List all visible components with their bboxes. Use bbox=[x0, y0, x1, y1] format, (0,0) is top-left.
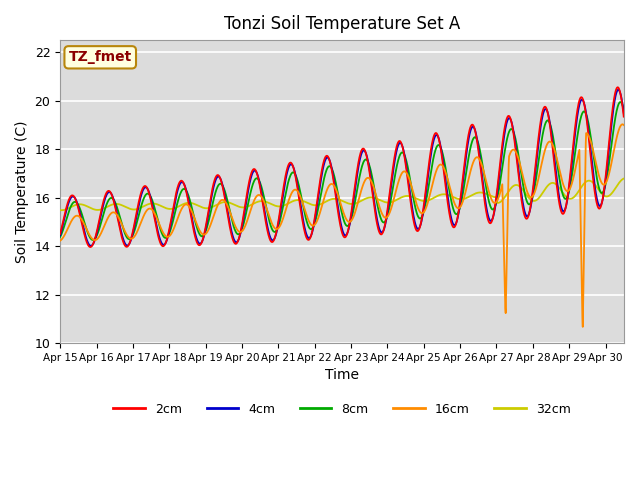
32cm bbox=[307, 202, 315, 207]
16cm bbox=[579, 324, 587, 330]
32cm bbox=[124, 205, 131, 211]
2cm bbox=[614, 84, 621, 90]
X-axis label: Time: Time bbox=[325, 368, 359, 382]
32cm bbox=[296, 197, 303, 203]
8cm bbox=[620, 107, 628, 112]
4cm bbox=[87, 243, 95, 249]
16cm bbox=[377, 208, 385, 214]
8cm bbox=[89, 237, 97, 243]
8cm bbox=[296, 186, 303, 192]
Y-axis label: Soil Temperature (C): Soil Temperature (C) bbox=[15, 120, 29, 263]
16cm bbox=[56, 238, 64, 243]
8cm bbox=[307, 226, 315, 232]
32cm bbox=[317, 201, 325, 207]
Line: 16cm: 16cm bbox=[60, 124, 624, 327]
32cm bbox=[620, 176, 628, 181]
8cm bbox=[124, 235, 131, 240]
4cm bbox=[124, 243, 131, 249]
8cm bbox=[378, 216, 385, 222]
16cm bbox=[620, 122, 628, 128]
8cm bbox=[100, 209, 108, 215]
16cm bbox=[619, 121, 627, 127]
2cm bbox=[378, 231, 385, 237]
16cm bbox=[123, 232, 131, 238]
2cm bbox=[317, 169, 325, 175]
8cm bbox=[317, 188, 325, 194]
Legend: 2cm, 4cm, 8cm, 16cm, 32cm: 2cm, 4cm, 8cm, 16cm, 32cm bbox=[108, 398, 575, 421]
2cm bbox=[296, 200, 303, 205]
32cm bbox=[378, 198, 385, 204]
2cm bbox=[620, 114, 628, 120]
16cm bbox=[296, 191, 303, 197]
2cm bbox=[307, 232, 315, 238]
16cm bbox=[317, 206, 325, 212]
4cm bbox=[614, 87, 622, 93]
2cm bbox=[124, 244, 131, 250]
Line: 4cm: 4cm bbox=[60, 90, 624, 246]
Line: 32cm: 32cm bbox=[60, 179, 624, 210]
Line: 8cm: 8cm bbox=[60, 102, 624, 240]
4cm bbox=[620, 110, 628, 116]
4cm bbox=[296, 196, 303, 202]
4cm bbox=[378, 229, 385, 235]
16cm bbox=[307, 222, 315, 228]
2cm bbox=[86, 244, 94, 250]
2cm bbox=[100, 196, 108, 202]
4cm bbox=[317, 174, 325, 180]
32cm bbox=[58, 207, 65, 213]
4cm bbox=[100, 199, 108, 204]
Title: Tonzi Soil Temperature Set A: Tonzi Soil Temperature Set A bbox=[224, 15, 460, 33]
32cm bbox=[56, 207, 64, 213]
32cm bbox=[100, 205, 108, 211]
16cm bbox=[100, 224, 108, 230]
4cm bbox=[307, 232, 315, 238]
2cm bbox=[56, 231, 64, 237]
8cm bbox=[616, 99, 624, 105]
Line: 2cm: 2cm bbox=[60, 87, 624, 247]
Text: TZ_fmet: TZ_fmet bbox=[68, 50, 132, 64]
8cm bbox=[56, 234, 64, 240]
4cm bbox=[56, 232, 64, 238]
